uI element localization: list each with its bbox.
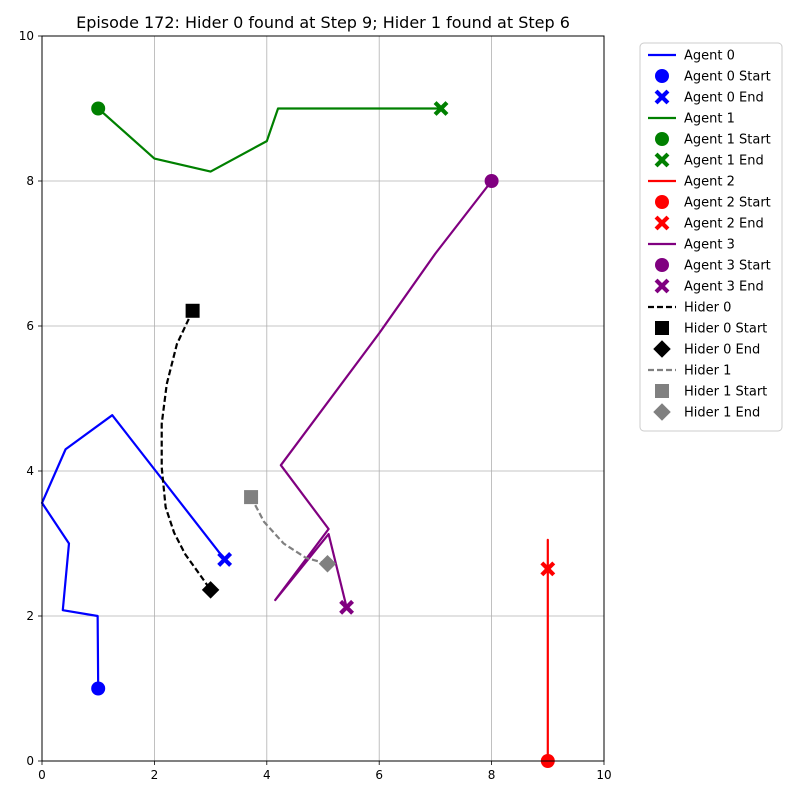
legend-entry-agent-0-end: Agent 0 End (654, 89, 764, 106)
plot-series (40, 101, 556, 768)
x-tick-label: 4 (263, 768, 271, 782)
legend-entry-agent-1-line: Agent 1 (648, 112, 735, 127)
legend-entry-agent-2-end: Agent 2 End (654, 215, 764, 232)
y-tick-label: 4 (26, 464, 34, 478)
legend: Agent 0 Agent 0 Start Agent 0 End Agent 1 Ag… (639, 42, 783, 432)
agent-0-end-marker (217, 552, 233, 567)
legend-marker-swatch (655, 69, 669, 83)
agent-2-end-marker (540, 561, 556, 577)
agent-3-end-marker (339, 599, 355, 615)
agent-3-path (274, 180, 493, 608)
legend-label: Agent 3 End (684, 280, 764, 295)
series-hider-0 (160, 303, 220, 599)
y-tick-label: 10 (19, 29, 34, 43)
hider-1-start-marker (244, 490, 259, 505)
legend-entry-hider-1-line: Hider 1 (648, 364, 731, 379)
legend-label: Agent 1 End (684, 154, 764, 169)
legend-entry-hider-0-line: Hider 0 (648, 301, 731, 316)
legend-label: Agent 0 End (684, 91, 764, 106)
legend-label: Hider 0 End (684, 343, 760, 358)
legend-label: Agent 1 Start (684, 133, 771, 148)
legend-label: Hider 1 Start (684, 385, 767, 400)
legend-label: Agent 2 End (684, 217, 764, 232)
y-tick-label: 2 (26, 609, 34, 623)
hider-0-end-marker (201, 581, 220, 599)
legend-label: Agent 2 (684, 175, 735, 190)
agent-1-end-marker (433, 101, 449, 116)
y-tick-label: 8 (26, 174, 34, 188)
legend-marker-swatch (655, 195, 669, 209)
legend-entry-agent-3-start: Agent 3 Start (655, 258, 771, 274)
hider-1-path (250, 496, 328, 565)
legend-marker-swatch (653, 403, 671, 421)
series-agent-2 (540, 538, 556, 768)
x-tick-label: 10 (596, 768, 611, 782)
legend-label: Agent 3 Start (684, 259, 771, 274)
legend-entry-hider-0-end: Hider 0 End (653, 340, 760, 358)
legend-entry-hider-1-end: Hider 1 End (653, 403, 760, 421)
series-hider-1 (244, 490, 337, 573)
legend-entry-agent-3-line: Agent 3 (648, 238, 735, 253)
legend-label: Hider 1 End (684, 406, 760, 421)
legend-marker-swatch (655, 258, 669, 272)
legend-label: Hider 0 (684, 301, 731, 316)
grid (41, 35, 605, 762)
x-tick-label: 8 (488, 768, 496, 782)
series-agent-3 (274, 174, 499, 615)
y-tick-label: 0 (26, 754, 34, 768)
hider-0-path (160, 310, 212, 591)
agent-1-start-marker (91, 101, 106, 116)
legend-entry-agent-2-line: Agent 2 (648, 175, 735, 190)
legend-entry-agent-2-start: Agent 2 Start (655, 195, 771, 211)
agent-0-path (40, 414, 226, 689)
hider-0-start-marker (185, 303, 200, 318)
legend-marker-swatch (655, 321, 669, 335)
legend-marker-swatch (655, 384, 669, 398)
legend-entry-agent-0-line: Agent 0 (648, 49, 735, 64)
x-tick-label: 2 (151, 768, 159, 782)
hider-1-end-marker (318, 555, 337, 573)
legend-box (639, 42, 783, 432)
legend-marker-swatch (653, 340, 671, 358)
legend-label: Agent 2 Start (684, 196, 771, 211)
agent-3-start-marker (484, 174, 499, 188)
legend-label: Agent 3 (684, 238, 735, 253)
x-tick-label: 0 (38, 768, 46, 782)
legend-entry-hider-0-start: Hider 0 Start (655, 321, 767, 337)
agent-1-path (97, 107, 442, 173)
legend-marker-swatch (655, 132, 669, 146)
chart-title: Episode 172: Hider 0 found at Step 9; Hi… (76, 13, 570, 32)
axes: 0 2 4 6 8 10 0 2 4 6 8 10 (19, 29, 612, 782)
series-agent-0 (40, 414, 233, 696)
plot-frame (41, 35, 605, 762)
legend-label: Hider 0 Start (684, 322, 767, 337)
legend-marker-swatch (654, 152, 670, 168)
x-tick-label: 6 (375, 768, 383, 782)
agent-0-start-marker (91, 681, 106, 696)
legend-marker-swatch (654, 89, 670, 105)
y-tick-label: 6 (26, 319, 34, 333)
legend-marker-swatch (654, 278, 670, 294)
legend-marker-swatch (654, 215, 670, 231)
legend-entry-agent-3-end: Agent 3 End (654, 278, 764, 295)
legend-label: Hider 1 (684, 364, 731, 379)
series-agent-1 (91, 101, 449, 173)
legend-entry-agent-0-start: Agent 0 Start (655, 69, 771, 85)
legend-entry-agent-1-end: Agent 1 End (654, 152, 764, 169)
legend-label: Agent 1 (684, 112, 735, 127)
legend-label: Agent 0 (684, 49, 735, 64)
legend-label: Agent 0 Start (684, 70, 771, 85)
legend-entry-hider-1-start: Hider 1 Start (655, 384, 767, 400)
legend-entry-agent-1-start: Agent 1 Start (655, 132, 771, 148)
